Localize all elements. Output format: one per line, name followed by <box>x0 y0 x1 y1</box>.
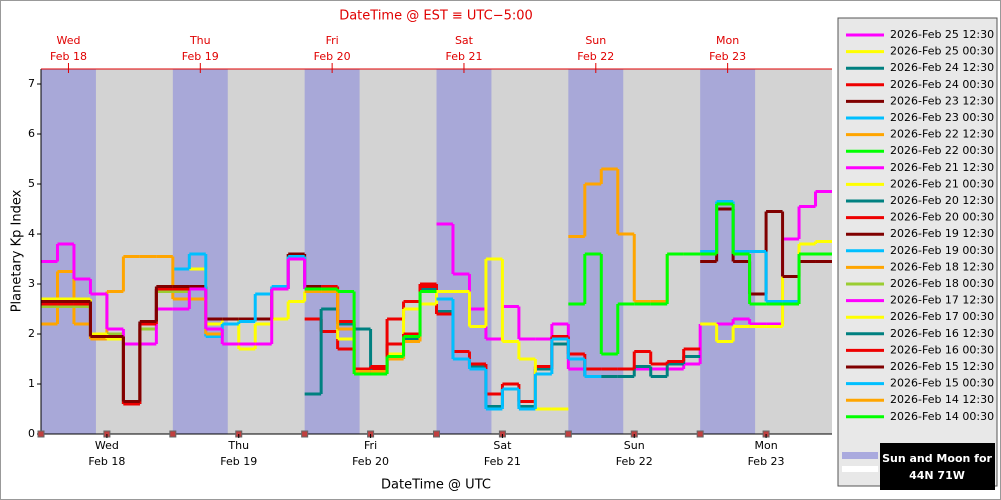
night-band <box>436 69 492 434</box>
night-band <box>568 69 624 434</box>
legend-label: 2026-Feb 20 12:30 <box>890 194 994 207</box>
legend-label: 2026-Feb 16 00:30 <box>890 343 994 356</box>
legend-label: 2026-Feb 23 12:30 <box>890 94 994 107</box>
time-marker <box>564 430 572 438</box>
legend-label: 2026-Feb 18 00:30 <box>890 277 994 290</box>
x2-tick-label: Feb 22 <box>577 50 614 63</box>
series <box>41 285 190 403</box>
y-axis-label: Planetary Kp Index <box>10 189 25 312</box>
legend-label: 2026-Feb 17 12:30 <box>890 294 994 307</box>
legend-label: 2026-Feb 21 12:30 <box>890 161 994 174</box>
x-tick-label: Feb 20 <box>352 455 389 468</box>
legend-label: 2026-Feb 14 12:30 <box>890 393 994 406</box>
legend-label: 2026-Feb 25 00:30 <box>890 45 994 58</box>
time-marker <box>37 430 45 438</box>
series <box>304 287 437 376</box>
plot-area <box>41 69 832 434</box>
x2-tick-label: Wed <box>56 34 80 47</box>
legend-label: 2026-Feb 24 12:30 <box>890 61 994 74</box>
y-tick-label: 2 <box>28 327 35 340</box>
legend-label: 2026-Feb 15 12:30 <box>890 360 994 373</box>
x2-tick-label: Feb 20 <box>314 50 351 63</box>
sun-moon-box <box>880 443 995 490</box>
x2-tick-label: Feb 23 <box>709 50 746 63</box>
x2-tick-label: Feb 19 <box>182 50 219 63</box>
x-tick-label: Wed <box>95 439 119 452</box>
legend-label: 2026-Feb 19 12:30 <box>890 227 994 240</box>
x-tick-label: Thu <box>227 439 249 452</box>
y-tick-label: 0 <box>28 427 35 440</box>
chart-title: DateTime @ EST ≡ UTC−5:00 <box>339 9 533 24</box>
time-marker <box>301 430 309 438</box>
x2-tick-label: Sat <box>455 34 474 47</box>
legend-label: 2026-Feb 14 00:30 <box>890 410 994 423</box>
legend-label: 2026-Feb 17 00:30 <box>890 310 994 323</box>
time-marker <box>696 430 704 438</box>
legend-label: 2026-Feb 23 00:30 <box>890 111 994 124</box>
y-tick-label: 7 <box>28 77 35 90</box>
x2-tick-label: Fri <box>326 34 339 47</box>
y-tick-label: 3 <box>28 277 35 290</box>
x-tick-label: Feb 19 <box>220 455 257 468</box>
x-tick-label: Mon <box>754 439 777 452</box>
legend-night-swatch <box>842 452 878 459</box>
sun-moon-label: 44N 71W <box>909 469 965 482</box>
night-band <box>304 69 360 434</box>
x-tick-label: Feb 21 <box>484 455 521 468</box>
x2-tick-label: Sun <box>585 34 606 47</box>
time-marker <box>433 430 440 438</box>
legend-label: 2026-Feb 25 12:30 <box>890 28 994 41</box>
y-tick-label: 6 <box>28 127 35 140</box>
legend-label: 2026-Feb 19 00:30 <box>890 244 994 257</box>
x2-tick-label: Thu <box>189 34 211 47</box>
legend-day-swatch <box>842 466 878 472</box>
x-tick-label: Feb 18 <box>88 455 125 468</box>
x-tick-label: Sun <box>624 439 645 452</box>
x2-tick-label: Feb 21 <box>445 50 482 63</box>
legend-label: 2026-Feb 22 00:30 <box>890 144 994 157</box>
legend-label: 2026-Feb 21 00:30 <box>890 177 994 190</box>
legend-label: 2026-Feb 24 00:30 <box>890 78 994 91</box>
y-tick-label: 1 <box>28 377 35 390</box>
x-tick-label: Fri <box>364 439 377 452</box>
x-tick-label: Sat <box>493 439 512 452</box>
x-tick-label: Feb 23 <box>748 455 785 468</box>
legend-label: 2026-Feb 22 12:30 <box>890 128 994 141</box>
y-tick-label: 5 <box>28 177 35 190</box>
time-marker <box>169 430 177 438</box>
x-axis-label: DateTime @ UTC <box>381 478 491 493</box>
x-tick-label: Feb 22 <box>616 455 653 468</box>
x2-tick-label: Feb 18 <box>50 50 87 63</box>
night-band <box>172 69 228 434</box>
legend-label: 2026-Feb 15 00:30 <box>890 377 994 390</box>
legend-label: 2026-Feb 20 00:30 <box>890 211 994 224</box>
series <box>436 297 602 411</box>
x2-tick-label: Mon <box>716 34 739 47</box>
night-band <box>41 69 96 434</box>
sun-moon-label: Sun and Moon for <box>882 452 992 465</box>
legend-label: 2026-Feb 16 12:30 <box>890 327 994 340</box>
legend-label: 2026-Feb 18 12:30 <box>890 260 994 273</box>
series <box>41 242 322 346</box>
y-tick-label: 4 <box>28 227 35 240</box>
series <box>568 202 832 356</box>
